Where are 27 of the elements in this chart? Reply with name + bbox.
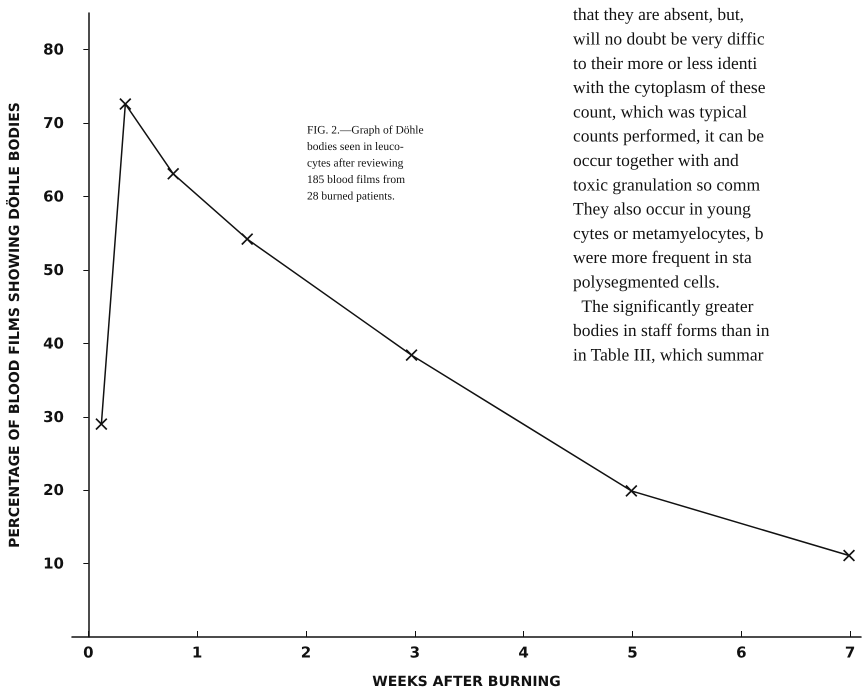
x-tick-label: 5 bbox=[627, 644, 638, 662]
point bbox=[119, 98, 132, 110]
x-tick-label: 7 bbox=[844, 644, 856, 662]
y-tick-label: 20 bbox=[43, 481, 64, 500]
y-tick-label: 80 bbox=[43, 40, 64, 59]
point bbox=[843, 550, 856, 562]
x-tick-label: 2 bbox=[300, 644, 312, 662]
point bbox=[406, 349, 418, 362]
y-tick-label: 30 bbox=[43, 408, 64, 426]
annotation: FIG. 2.—Graph of Döhle bodies seen in leuco- cytes after reviewing 185 blood films from 28 burned patients. bbox=[307, 124, 424, 202]
y-axis-title: PERCENTAGE OF BLOOD FILMS SHOWING DÖHLE BODIES bbox=[6, 102, 23, 548]
point bbox=[241, 233, 254, 246]
y-tick-label: 70 bbox=[43, 114, 64, 132]
x-tick-label: 4 bbox=[518, 644, 529, 662]
point bbox=[95, 418, 108, 430]
y-tick-label: 50 bbox=[43, 260, 64, 279]
x-tick-label: 3 bbox=[410, 644, 420, 662]
x-axis-title: WEEKS AFTER BURNING bbox=[372, 674, 561, 690]
y-tick-label: 10 bbox=[43, 554, 64, 573]
text: that they are absent, but, will no doubt be very diffic to their more or less identi with the cytoplasm of these count, which was typical counts performed, it can be occur together with and toxic granulation so comm They also occur in young cytes or metamyelocytes, b were more frequent in sta polysegmented cells. The significantly greater bodies in staff forms than in in Table III, which summar bbox=[573, 4, 770, 364]
x-tick-label: 6 bbox=[736, 644, 747, 662]
point bbox=[625, 484, 638, 497]
y-tick-label: 60 bbox=[43, 188, 64, 206]
point bbox=[167, 168, 180, 180]
x-tick-label: 0 bbox=[83, 644, 94, 662]
y-tick-label: 40 bbox=[43, 334, 64, 352]
x-tick-label: 1 bbox=[192, 644, 202, 662]
